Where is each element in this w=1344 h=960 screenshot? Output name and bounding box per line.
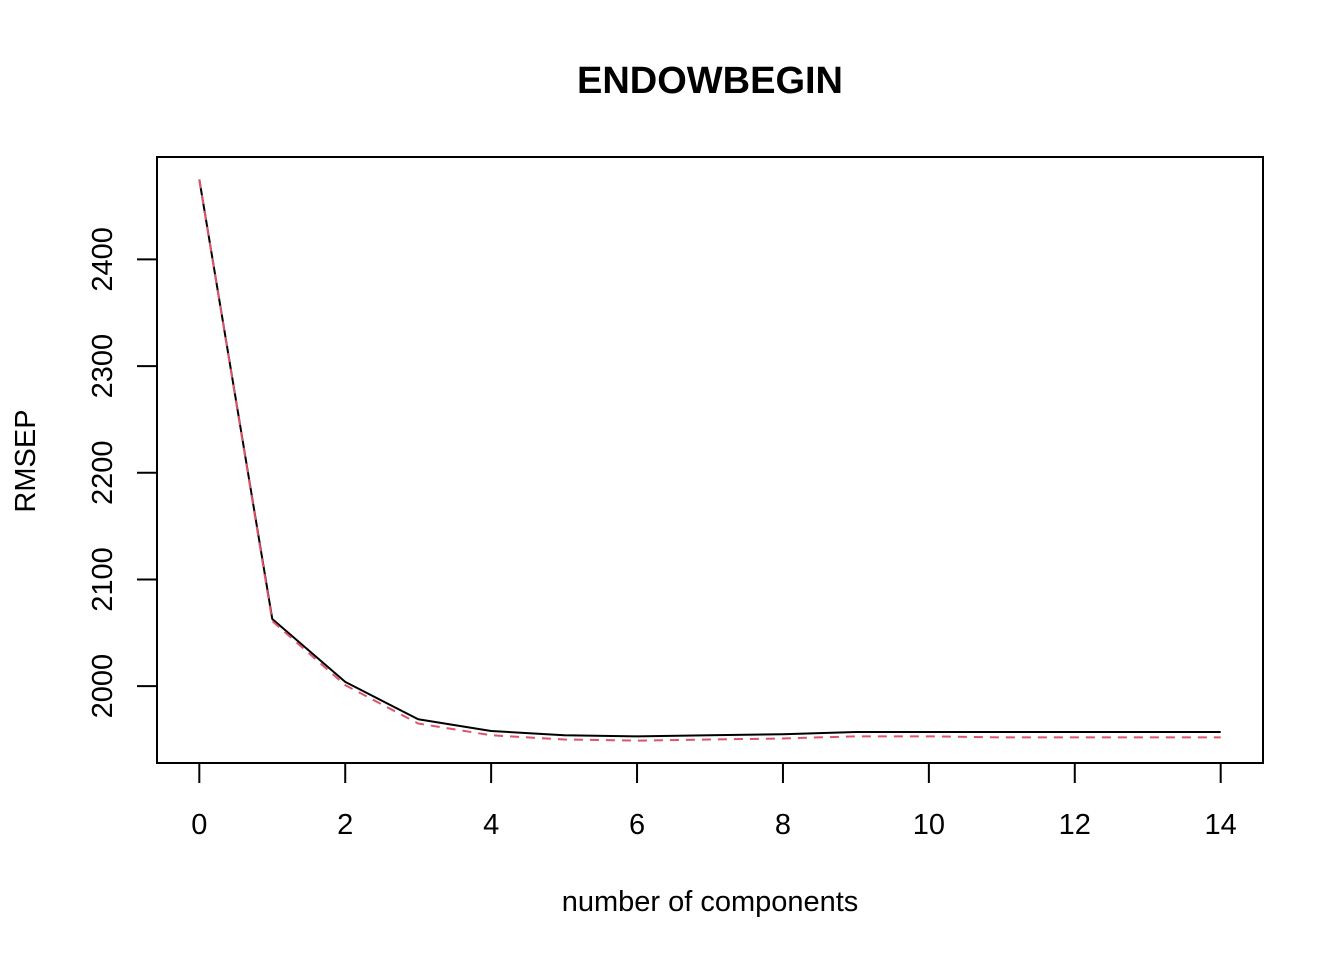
x-tick-label: 8 <box>775 809 791 841</box>
x-tick-label: 12 <box>1059 809 1091 841</box>
plot-frame <box>156 156 1264 764</box>
x-axis: 0 2 4 6 8 10 12 14 <box>191 762 1237 841</box>
y-tick-label: 2400 <box>87 227 119 292</box>
x-tick-label: 14 <box>1205 809 1237 841</box>
chart-title: ENDOWBEGIN <box>577 60 843 102</box>
series-layer <box>198 179 1221 742</box>
y-axis-label: RMSEP <box>10 409 42 512</box>
y-tick-label: 2100 <box>87 547 119 612</box>
y-tick-label: 2000 <box>87 654 119 719</box>
x-tick-label: 2 <box>337 809 353 841</box>
series-line-2 <box>198 179 1221 742</box>
y-tick-label: 2300 <box>87 334 119 399</box>
y-tick-label: 2200 <box>87 441 119 506</box>
x-tick-label: 4 <box>483 809 499 841</box>
y-axis: 2000 2100 2200 2300 2400 <box>87 227 158 719</box>
x-tick-label: 10 <box>913 809 945 841</box>
x-axis-label: number of components <box>562 886 859 918</box>
x-tick-label: 6 <box>629 809 645 841</box>
x-tick-label: 0 <box>191 809 207 841</box>
series-line-1 <box>198 179 1221 738</box>
